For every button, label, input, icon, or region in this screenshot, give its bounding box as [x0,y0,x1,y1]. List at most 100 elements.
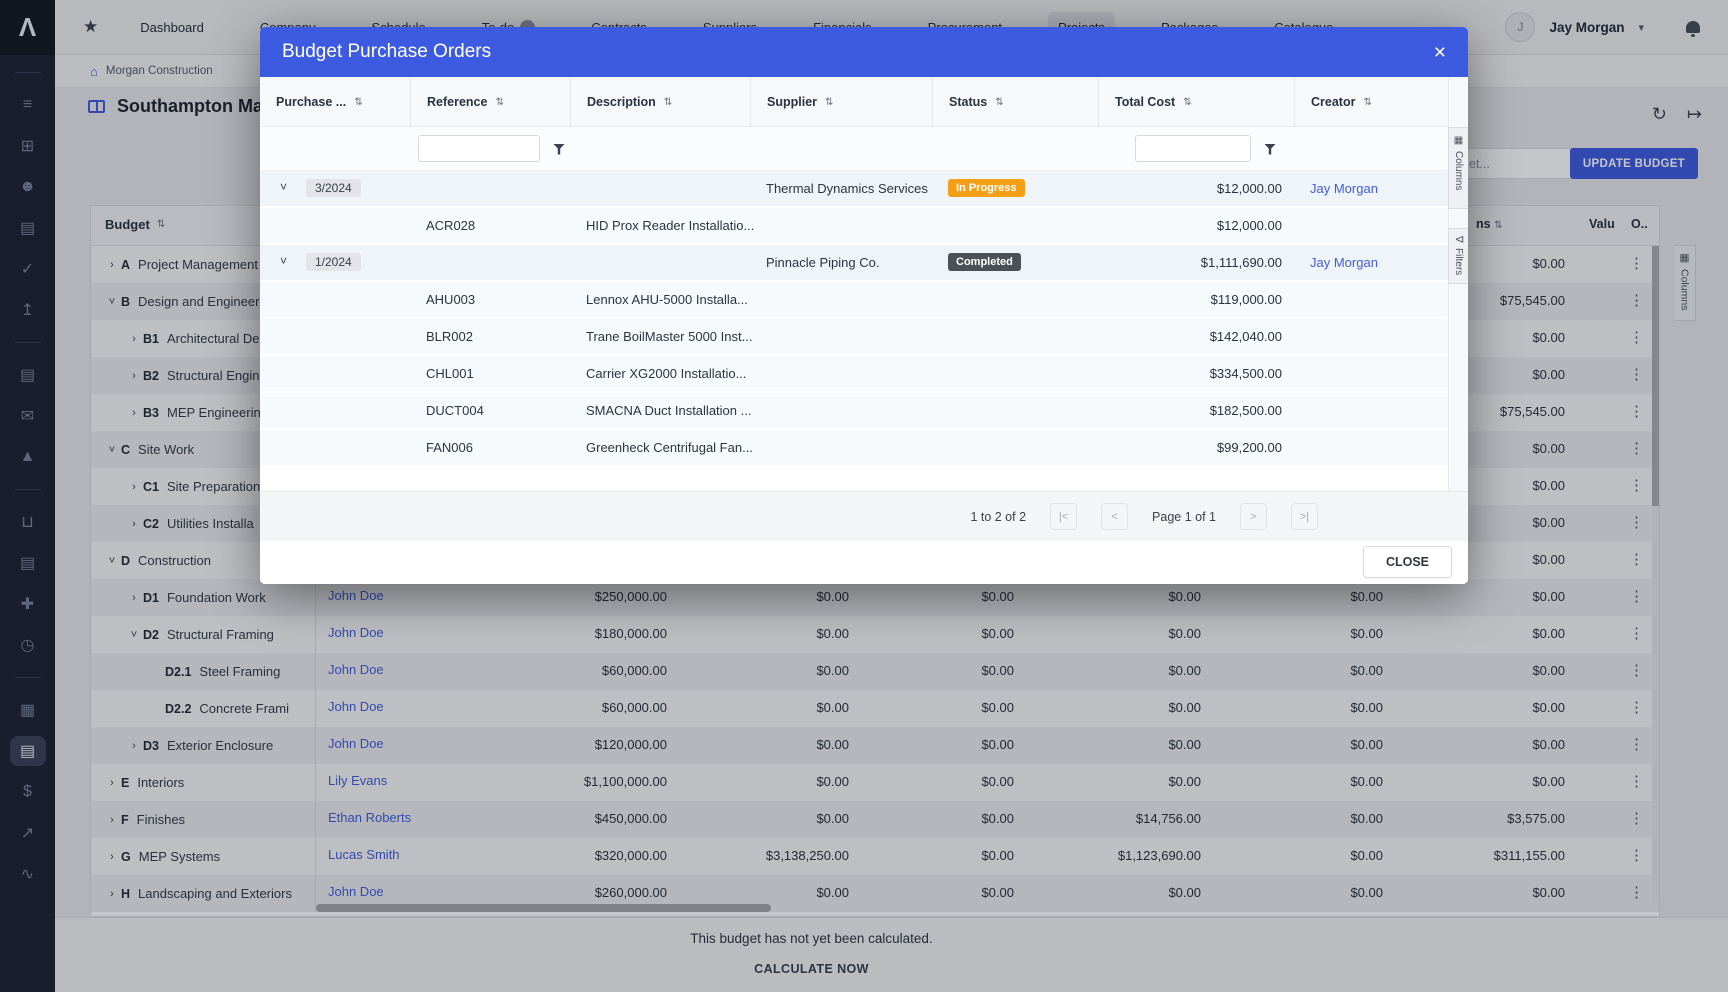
last-page-button[interactable]: >| [1291,503,1318,530]
modal-col-total-cost[interactable]: Total Cost ⇅ [1098,77,1294,127]
sidebar-integrations-icon[interactable]: ✚ [20,596,35,613]
sidebar-dashboard-icon[interactable]: ▦ [19,702,36,719]
sidebar-approvals-icon[interactable]: ✓ [20,261,35,278]
row-menu-kebab-icon[interactable]: ⋮ [1629,625,1644,642]
purchase-order-row[interactable]: FAN006 Greenheck Centrifugal Fan... $99,20… [260,430,1448,466]
breadcrumb[interactable]: Morgan Construction [105,65,213,77]
vertical-scrollbar[interactable] [1652,246,1659,902]
avatar[interactable]: J [1505,12,1536,42]
favorites-star-icon[interactable]: ★ [83,17,99,36]
owner-link[interactable]: John Doe [328,884,384,899]
row-expander-icon[interactable]: ˅ [130,628,138,641]
row-menu-kebab-icon[interactable]: ⋮ [1629,440,1644,457]
sidebar-list-icon[interactable]: ≡ [22,96,33,113]
sidebar-file-upload-icon[interactable]: ↥ [20,302,35,319]
row-expander-icon[interactable]: › [132,369,136,382]
reference-filter-input[interactable] [418,135,540,162]
purchase-order-row[interactable]: ACR028 HID Prox Reader Installatio... $12,… [260,208,1448,244]
group-expander-icon[interactable]: ˅ [280,254,288,268]
budget-row[interactable]: D2.1 Steel Framing John Doe $60,000.00 $0.00… [91,653,1659,690]
budget-row[interactable]: › F Finishes Ethan Roberts $450,000.00 $0.00 $… [91,801,1659,838]
row-expander-icon[interactable]: › [110,258,114,271]
app-logo-icon[interactable]: Λ [0,0,55,55]
group-expander-icon[interactable]: ˅ [280,180,288,194]
row-menu-kebab-icon[interactable]: ⋮ [1629,699,1644,716]
owner-link[interactable]: John Doe [328,736,384,751]
modal-col-creator[interactable]: Creator ⇅ [1294,77,1448,127]
notifications-bell-icon[interactable] [1686,21,1700,37]
row-menu-kebab-icon[interactable]: ⋮ [1629,514,1644,531]
background-columns-tab[interactable]: ▦ Columns [1674,245,1696,321]
purchase-order-row[interactable]: ˅ 3/2024 Thermal Dynamics Services In Progr… [260,171,1448,207]
close-icon[interactable]: × [1433,40,1446,64]
modal-filters-tab[interactable]: ∇ Filters [1448,228,1468,284]
row-menu-kebab-icon[interactable]: ⋮ [1629,255,1644,272]
owner-link[interactable]: John Doe [328,625,384,640]
row-menu-kebab-icon[interactable]: ⋮ [1629,810,1644,827]
row-expander-icon[interactable]: › [110,776,114,789]
search-input[interactable] [1458,148,1578,179]
budget-row[interactable]: › D1 Foundation Work John Doe $250,000.00 $0.… [91,579,1659,616]
budget-row[interactable]: › G MEP Systems Lucas Smith $320,000.00 $3,13… [91,838,1659,875]
sidebar-invoices-icon[interactable]: ▤ [19,555,36,572]
row-expander-icon[interactable]: › [132,739,136,752]
row-expander-icon[interactable]: ˅ [108,295,116,308]
modal-col-reference[interactable]: Reference ⇅ [410,77,570,127]
creator-link[interactable]: Jay Morgan [1310,255,1378,270]
row-menu-kebab-icon[interactable]: ⋮ [1629,329,1644,346]
budget-column-header[interactable]: Budget ⇅ [105,217,165,232]
purchase-order-row[interactable]: DUCT004 SMACNA Duct Installation ... $182,… [260,393,1448,429]
creator-link[interactable]: Jay Morgan [1310,181,1378,196]
row-menu-kebab-icon[interactable]: ⋮ [1629,551,1644,568]
first-page-button[interactable]: |< [1050,503,1078,530]
budget-row[interactable]: D2.2 Concrete Frami John Doe $60,000.00 $0.0… [91,690,1659,727]
refresh-icon[interactable]: ↻ [1651,104,1667,124]
purchase-order-row[interactable]: ˅ 1/2024 Pinnacle Piping Co. Completed $1,11… [260,245,1448,281]
calculate-now-button[interactable]: CALCULATE NOW [754,962,869,976]
prev-page-button[interactable]: < [1101,503,1129,530]
reference-filter-button[interactable] [548,137,570,161]
user-chevron-down-icon[interactable]: ▾ [1638,21,1644,34]
sidebar-activity-icon[interactable]: ∿ [20,866,35,883]
row-expander-icon[interactable]: › [132,517,136,530]
total-cost-filter-button[interactable] [1259,137,1281,161]
owner-link[interactable]: John Doe [328,588,384,603]
owner-link[interactable]: Ethan Roberts [328,810,412,825]
owner-link[interactable]: John Doe [328,662,384,677]
budget-row[interactable]: › E Interiors Lily Evans $1,100,000.00 $0.00 $… [91,764,1659,801]
row-expander-icon[interactable]: ˅ [108,554,116,567]
total-cost-filter-input[interactable] [1135,135,1251,162]
sidebar-people-icon[interactable]: ☻ [19,178,36,195]
row-menu-kebab-icon[interactable]: ⋮ [1629,366,1644,383]
row-expander-icon[interactable]: › [110,850,114,863]
row-expander-icon[interactable]: › [110,887,114,900]
row-menu-kebab-icon[interactable]: ⋮ [1629,884,1644,901]
owner-link[interactable]: Lily Evans [328,773,388,788]
sidebar-trend-icon[interactable]: ↗ [20,825,35,842]
modal-col-status[interactable]: Status ⇅ [932,77,1098,127]
purchase-order-row[interactable]: BLR002 Trane BoilMaster 5000 Inst... $142,… [260,319,1448,355]
row-expander-icon[interactable]: › [110,813,114,826]
update-budget-button[interactable]: UPDATE BUDGET [1569,148,1698,179]
sidebar-finance-icon[interactable]: $ [23,783,32,800]
next-page-button[interactable]: > [1240,503,1267,530]
purchase-order-row[interactable]: AHU003 Lennox AHU-5000 Installa... $119,00… [260,282,1448,318]
row-menu-kebab-icon[interactable]: ⋮ [1629,847,1644,864]
row-menu-kebab-icon[interactable]: ⋮ [1629,477,1644,494]
sidebar-chat-icon[interactable]: ✉ [20,408,35,425]
sidebar-procurement-icon[interactable]: ⊔ [21,514,34,531]
row-expander-icon[interactable]: › [132,332,136,345]
user-name[interactable]: Jay Morgan [1549,19,1625,35]
owner-link[interactable]: John Doe [328,699,384,714]
row-expander-icon[interactable]: › [132,591,136,604]
export-icon[interactable]: ↦ [1686,104,1702,124]
sidebar-document-icon[interactable]: ▤ [19,220,36,237]
row-expander-icon[interactable]: ˅ [108,443,116,456]
row-menu-kebab-icon[interactable]: ⋮ [1629,662,1644,679]
horizontal-scrollbar[interactable] [91,904,1659,912]
purchase-order-row[interactable]: CHL001 Carrier XG2000 Installatio... $334,… [260,356,1448,392]
row-menu-kebab-icon[interactable]: ⋮ [1629,588,1644,605]
row-menu-kebab-icon[interactable]: ⋮ [1629,773,1644,790]
row-menu-kebab-icon[interactable]: ⋮ [1629,736,1644,753]
modal-col-supplier[interactable]: Supplier ⇅ [750,77,932,127]
